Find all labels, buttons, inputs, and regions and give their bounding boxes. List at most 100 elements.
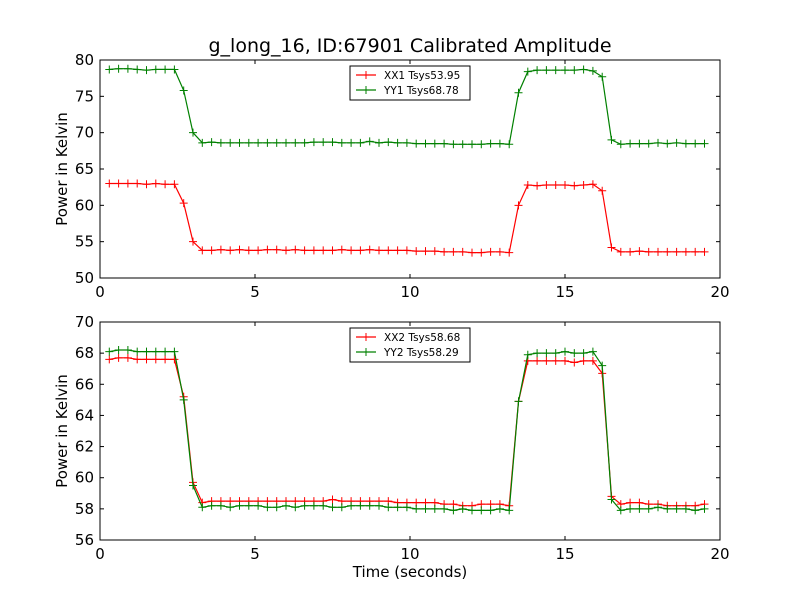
data-point-marker — [170, 347, 179, 356]
data-point-marker — [105, 65, 114, 74]
y-tick-label: 70 — [75, 124, 94, 142]
x-tick-label: 20 — [710, 545, 729, 563]
legend-box — [349, 327, 471, 363]
x-tick-label: 10 — [400, 283, 419, 301]
legend-box — [349, 65, 471, 101]
data-point-marker — [384, 246, 393, 255]
data-point-marker — [626, 504, 635, 513]
data-point-marker — [412, 504, 421, 513]
data-point-marker — [588, 180, 597, 189]
data-point-marker — [607, 495, 616, 504]
data-point-marker — [616, 247, 625, 256]
data-point-marker — [477, 140, 486, 149]
y-tick-label: 65 — [75, 160, 94, 178]
data-point-marker — [114, 64, 123, 73]
data-point-marker — [319, 501, 328, 510]
legend-label: XX2 Tsys58.68 — [384, 332, 460, 344]
data-point-marker — [570, 66, 579, 75]
data-point-marker — [114, 179, 123, 188]
data-point-marker — [309, 138, 318, 147]
data-point-marker — [226, 503, 235, 512]
data-point-marker — [635, 139, 644, 148]
data-point-marker — [570, 358, 579, 367]
y-tick-label: 50 — [75, 269, 94, 287]
data-point-marker — [254, 501, 263, 510]
data-point-marker — [235, 245, 244, 254]
data-point-marker — [282, 501, 290, 510]
data-point-marker — [254, 138, 263, 147]
data-point-marker — [626, 139, 635, 148]
data-point-marker — [477, 506, 486, 515]
data-point-marker — [402, 138, 411, 147]
data-point-marker — [384, 503, 393, 512]
data-point-marker — [505, 140, 514, 149]
data-point-marker — [495, 139, 504, 148]
data-point-marker — [486, 506, 495, 515]
data-point-marker — [244, 501, 253, 510]
series-line — [109, 357, 705, 507]
y-tick-label: 55 — [75, 233, 94, 251]
data-point-marker — [300, 501, 309, 510]
data-point-marker — [440, 247, 449, 256]
data-point-marker — [430, 139, 439, 148]
data-point-marker — [347, 138, 356, 147]
y-tick-label: 58 — [75, 500, 94, 518]
data-point-marker — [263, 503, 272, 512]
data-point-marker — [216, 245, 225, 254]
data-point-marker — [542, 180, 551, 189]
y-tick-label: 80 — [75, 51, 94, 69]
data-point-marker — [505, 506, 514, 515]
y-tick-label: 60 — [75, 196, 94, 214]
data-point-marker — [375, 138, 383, 147]
data-point-marker — [533, 181, 542, 190]
data-point-marker — [551, 349, 560, 358]
data-point-marker — [691, 506, 700, 515]
data-point-marker — [579, 180, 588, 189]
data-point-marker — [644, 504, 653, 513]
data-point-marker — [189, 128, 197, 137]
series-line — [109, 182, 705, 254]
data-point-marker — [151, 179, 160, 188]
data-point-marker — [170, 180, 179, 189]
data-point-marker — [161, 65, 170, 74]
data-point-marker — [291, 245, 300, 254]
data-point-marker — [375, 246, 383, 255]
y-tick-label: 60 — [75, 469, 94, 487]
data-point-marker — [616, 506, 625, 515]
data-point-marker — [226, 246, 235, 255]
data-point-marker — [123, 179, 132, 188]
data-point-marker — [142, 347, 151, 356]
data-point-marker — [384, 138, 393, 147]
data-point-marker — [207, 501, 216, 510]
data-point-marker — [114, 353, 123, 362]
data-point-marker — [458, 140, 467, 149]
data-point-marker — [440, 139, 449, 148]
data-point-marker — [365, 245, 374, 254]
data-point-marker — [495, 247, 504, 256]
y-tick-label: 64 — [75, 406, 94, 424]
data-point-marker — [189, 237, 197, 246]
data-point-marker — [449, 247, 458, 256]
data-point-marker — [105, 355, 114, 364]
legend-label: YY1 Tsys68.78 — [383, 85, 459, 97]
data-point-marker — [672, 138, 681, 147]
data-point-marker — [272, 138, 281, 147]
data-point-marker — [644, 247, 653, 256]
data-point-marker — [356, 246, 365, 255]
data-point-marker — [570, 349, 579, 358]
data-point-marker — [421, 247, 430, 256]
data-point-marker — [561, 180, 569, 189]
data-point-marker — [151, 355, 160, 364]
data-point-marker — [207, 138, 216, 147]
data-point-marker — [523, 180, 532, 189]
data-point-marker — [495, 504, 504, 513]
x-tick-label: 0 — [95, 283, 105, 301]
data-point-marker — [393, 503, 402, 512]
data-point-marker — [179, 86, 188, 95]
data-point-marker — [607, 135, 616, 144]
data-point-marker — [114, 346, 123, 355]
data-point-marker — [291, 503, 300, 512]
data-point-marker — [486, 139, 495, 148]
data-point-marker — [514, 201, 523, 210]
